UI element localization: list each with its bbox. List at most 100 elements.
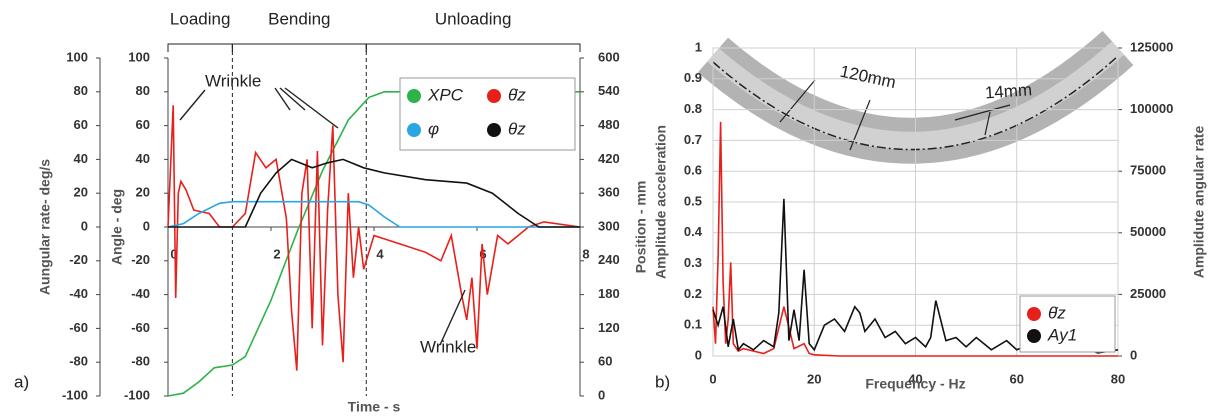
series-line <box>167 105 581 371</box>
y-tick-label-outer: 20 <box>74 185 88 200</box>
y-tick-label-outer: 0 <box>81 218 88 233</box>
y-tick-label: 80 <box>136 83 150 98</box>
x-tick-label: 4 <box>376 246 384 261</box>
y2-tick-label: 600 <box>598 49 620 64</box>
annotation: 14mm <box>984 80 1032 102</box>
phase-label: Unloading <box>435 9 512 28</box>
series-line <box>167 200 580 228</box>
y2-tick-label: 75000 <box>1130 163 1166 178</box>
y-tick-label: 0.4 <box>684 224 703 239</box>
phase-bracket <box>365 43 581 52</box>
arrow <box>179 89 206 121</box>
x-axis-label: Time - s <box>348 399 401 415</box>
y2-tick-label: 360 <box>598 185 620 200</box>
legend-box <box>399 77 576 151</box>
phase-bracket <box>167 43 233 52</box>
y2-tick-label: 25000 <box>1130 286 1166 301</box>
y-tick-label-outer: -80 <box>69 354 88 369</box>
arrow <box>439 289 466 346</box>
phase-label: Bending <box>268 9 330 28</box>
y2-tick-label: 420 <box>598 151 620 166</box>
y-tick-label: 0.5 <box>684 193 702 208</box>
legend-swatch <box>407 89 421 103</box>
x-tick-label: 60 <box>1010 371 1024 386</box>
y-tick-label: 0.8 <box>684 101 702 116</box>
y2-tick-label: 100000 <box>1130 101 1173 116</box>
annotation: Wrinkle <box>420 337 476 356</box>
legend-label: Ay1 <box>1047 325 1077 344</box>
legend-swatch <box>1027 329 1041 343</box>
y-tick-label: -80 <box>131 354 150 369</box>
y2-tick-label: 0 <box>598 387 605 402</box>
legend-swatch <box>487 123 501 137</box>
y2-tick-label: 50000 <box>1130 224 1166 239</box>
y-tick-label: -100 <box>124 387 150 402</box>
series-line <box>712 198 1119 354</box>
series-line <box>168 158 580 228</box>
x-tick-label: 20 <box>807 371 821 386</box>
y2-tick-label: 60 <box>598 354 612 369</box>
legend-label: θz <box>508 119 526 138</box>
y-tick-label: -60 <box>131 320 150 335</box>
y-tick-label-outer: 40 <box>74 151 88 166</box>
legend-label: φ <box>428 119 439 138</box>
y-axis-label: Aungular rate- deg/s <box>37 159 53 295</box>
y-tick-label: 1 <box>695 39 702 54</box>
y2-axis-label: Position - mm <box>633 181 649 274</box>
y-tick-label: -40 <box>131 286 150 301</box>
y-tick-label-outer: 60 <box>74 117 88 132</box>
y-tick-label: 20 <box>136 185 150 200</box>
legend-label: θ̇z <box>1048 303 1066 322</box>
y-tick-label: 0.7 <box>684 132 702 147</box>
y-tick-label-outer: 80 <box>74 83 88 98</box>
y-tick-label-outer: -40 <box>69 286 88 301</box>
y-tick-label-outer: -100 <box>62 387 88 402</box>
y2-tick-label: 540 <box>598 83 620 98</box>
legend-swatch <box>407 123 421 137</box>
y-tick-label-outer: -20 <box>69 252 88 267</box>
x-tick-label: 8 <box>582 246 589 261</box>
y-tick-label: 40 <box>136 151 150 166</box>
y2-tick-label: 125000 <box>1130 39 1173 54</box>
x-axis-label: Frequency - Hz <box>865 376 965 392</box>
y-tick-label: 0.2 <box>684 286 702 301</box>
y-tick-label: 60 <box>136 117 150 132</box>
y2-tick-label: 0 <box>1130 347 1137 362</box>
x-tick-label: 2 <box>273 246 280 261</box>
legend-swatch <box>1027 307 1041 321</box>
y2-axis-label: Amplidute angular rate <box>1191 126 1207 279</box>
panel-label: a) <box>14 372 29 391</box>
x-tick-label: 0 <box>170 246 177 261</box>
y-tick-label: 0 <box>143 218 150 233</box>
y2-tick-label: 180 <box>598 286 620 301</box>
y-tick-label: -20 <box>131 252 150 267</box>
y-tick-label: 0.6 <box>684 163 702 178</box>
y2-tick-label: 120 <box>598 320 620 335</box>
y2-tick-label: 480 <box>598 117 620 132</box>
x-tick-label: 40 <box>908 371 922 386</box>
x-tick-label: 0 <box>709 371 716 386</box>
arrow <box>279 87 306 111</box>
series-line <box>712 121 1118 357</box>
annotation: 120mm <box>838 62 897 92</box>
annotation: Wrinkle <box>205 71 261 90</box>
panel-label: b) <box>655 372 670 391</box>
legend-label: θ̇z <box>508 85 526 104</box>
y-axis-label: Amplitude acceleration <box>653 125 669 279</box>
phase-bracket <box>231 43 367 52</box>
y-tick-label: 100 <box>128 49 150 64</box>
legend-swatch <box>487 89 501 103</box>
y-tick-label-outer: -60 <box>69 320 88 335</box>
y-tick-label: 0.3 <box>684 255 702 270</box>
y-tick-label-outer: 100 <box>66 49 88 64</box>
phase-label: Loading <box>170 9 231 28</box>
arrow <box>284 87 339 129</box>
y-axis-label-inner: Angle - deg <box>109 189 125 265</box>
arrow <box>274 87 291 111</box>
legend-label: XPC <box>427 85 464 104</box>
y-tick-label: 0 <box>695 347 702 362</box>
y2-tick-label: 300 <box>598 218 620 233</box>
series-line <box>167 91 580 397</box>
x-tick-label: 80 <box>1111 371 1125 386</box>
